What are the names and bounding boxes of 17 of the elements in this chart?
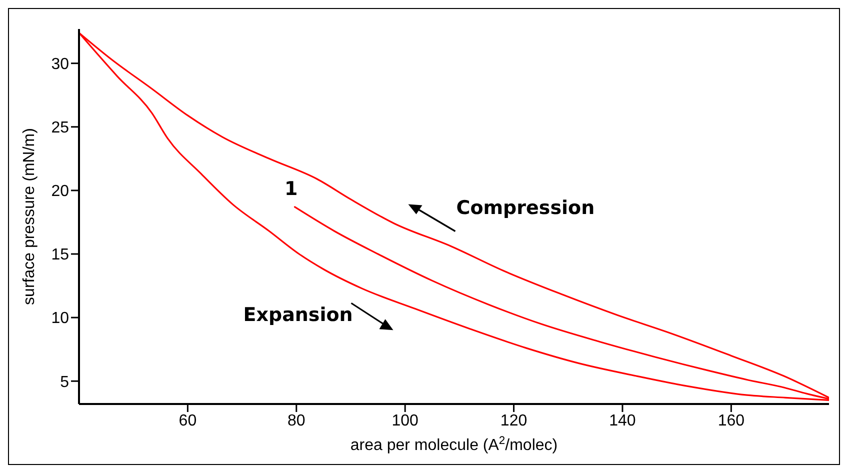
x-tick-label: 160 (718, 412, 745, 430)
annotation: Expansion (243, 304, 353, 326)
y-axis-title: surface pressure (mN/m) (20, 128, 38, 305)
y-tick-label: 15 (51, 246, 70, 264)
x-tick-label: 100 (392, 412, 419, 430)
y-tick-label: 25 (51, 120, 70, 137)
annotation: 1 (284, 178, 298, 200)
x-tick-label: 80 (287, 412, 306, 430)
y-tick-label: 10 (51, 310, 70, 328)
x-axis-title: area per molecule (A$^{2}$/molec) (350, 435, 558, 454)
annotation: Compression (456, 197, 595, 220)
x-tick-label: 60 (178, 412, 197, 430)
x-tick-label: 120 (500, 412, 528, 430)
x-tick-label: 140 (609, 412, 636, 430)
y-tick-label: 5 (60, 374, 70, 391)
y-tick-label: 30 (51, 56, 70, 73)
y-tick-label: 20 (51, 183, 70, 200)
